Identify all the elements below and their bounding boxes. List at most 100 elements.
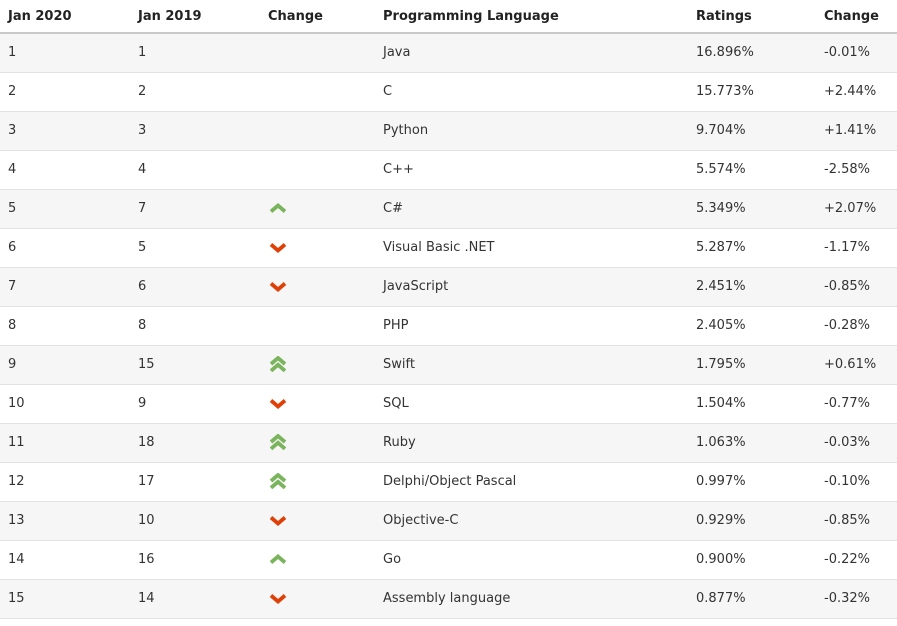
rating-cell: 5.287%	[696, 240, 746, 255]
rank-change-cell	[260, 501, 375, 540]
rank-2020-cell: 3	[8, 123, 17, 138]
rating-change-cell: -1.17%	[824, 240, 870, 255]
language-cell: Java	[383, 45, 411, 61]
rank-2020-cell: 12	[8, 474, 25, 489]
rank-2020-cell: 11	[8, 435, 25, 450]
rating-cell: 0.877%	[696, 591, 746, 606]
rating-change-cell: +2.44%	[824, 84, 877, 99]
table-row: 6 5 Visual Basic .NET 5.287% -1.17%	[0, 228, 897, 267]
rating-cell: 5.349%	[696, 201, 746, 216]
rank-down-icon	[269, 243, 287, 253]
rank-down-icon	[269, 399, 287, 409]
rating-change-cell: +2.07%	[824, 201, 877, 216]
rating-cell: 2.451%	[696, 279, 746, 294]
rating-change-cell: -0.01%	[824, 45, 870, 61]
rating-cell: 1.504%	[696, 396, 746, 411]
language-cell: Ruby	[383, 435, 416, 450]
rating-change-cell: -0.22%	[824, 552, 870, 567]
rank-2019-cell: 4	[138, 162, 147, 177]
rank-2019-cell: 14	[138, 591, 155, 606]
rank-2020-cell: 8	[8, 318, 17, 333]
rank-change-cell	[260, 111, 375, 150]
language-cell: Assembly language	[383, 591, 511, 606]
rank-up-double-icon	[269, 356, 287, 373]
rank-2019-cell: 10	[138, 513, 155, 528]
rank-change-cell	[260, 345, 375, 384]
rating-change-cell: -0.85%	[824, 279, 870, 294]
table-row: 15 14 Assembly language 0.877% -0.32%	[0, 579, 897, 618]
language-cell: Swift	[383, 357, 415, 372]
table-row: 10 9 SQL 1.504% -0.77%	[0, 384, 897, 423]
rating-cell: 1.795%	[696, 357, 746, 372]
rating-change-cell: -0.85%	[824, 513, 870, 528]
rank-change-cell	[260, 150, 375, 189]
rank-down-icon	[269, 282, 287, 292]
rank-change-cell	[260, 306, 375, 345]
rank-2019-cell: 16	[138, 552, 155, 567]
rating-cell: 1.063%	[696, 435, 746, 450]
rank-down-icon	[269, 516, 287, 526]
rating-change-cell: +0.61%	[824, 357, 877, 372]
language-cell: Objective-C	[383, 513, 459, 528]
rating-cell: 5.574%	[696, 162, 746, 177]
column-header-jan-2019: Jan 2019	[130, 0, 260, 34]
rank-2019-cell: 18	[138, 435, 155, 450]
language-cell: Delphi/Object Pascal	[383, 474, 517, 489]
rank-up-icon	[269, 554, 287, 564]
rank-change-cell	[260, 462, 375, 501]
rank-2020-cell: 2	[8, 84, 17, 99]
table-header: Jan 2020 Jan 2019 Change Programming Lan…	[0, 0, 897, 34]
table-row: 9 15 Swift 1.795% +0.61%	[0, 345, 897, 384]
rank-2019-cell: 17	[138, 474, 155, 489]
rating-cell: 0.997%	[696, 474, 746, 489]
language-cell: SQL	[383, 396, 409, 411]
rank-2019-cell: 7	[138, 201, 147, 216]
rating-cell: 0.900%	[696, 552, 746, 567]
rating-cell: 2.405%	[696, 318, 746, 333]
column-header-ratings: Ratings	[688, 0, 816, 34]
rank-change-cell	[260, 423, 375, 462]
column-header-jan-2020: Jan 2020	[0, 0, 130, 34]
rank-2019-cell: 15	[138, 357, 155, 372]
table-row: 1 1 Java 16.896% -0.01%	[0, 33, 897, 72]
table-row: 8 8 PHP 2.405% -0.28%	[0, 306, 897, 345]
rank-2020-cell: 10	[8, 396, 25, 411]
rank-2020-cell: 9	[8, 357, 17, 372]
rank-2019-cell: 6	[138, 279, 147, 294]
table-row: 4 4 C++ 5.574% -2.58%	[0, 150, 897, 189]
rank-up-double-icon	[269, 473, 287, 490]
table-row: 3 3 Python 9.704% +1.41%	[0, 111, 897, 150]
language-cell: JavaScript	[383, 279, 449, 294]
rank-2019-cell: 2	[138, 84, 147, 99]
rank-down-icon	[269, 594, 287, 604]
language-cell: Go	[383, 552, 402, 567]
rank-2020-cell: 4	[8, 162, 17, 177]
table-row: 13 10 Objective-C 0.929% -0.85%	[0, 501, 897, 540]
rank-change-cell	[260, 189, 375, 228]
rank-up-icon	[269, 203, 287, 213]
rating-cell: 0.929%	[696, 513, 746, 528]
rating-change-cell: -2.58%	[824, 162, 870, 177]
rank-2019-cell: 5	[138, 240, 147, 255]
table-row: 14 16 Go 0.900% -0.22%	[0, 540, 897, 579]
rank-2019-cell: 8	[138, 318, 147, 333]
rating-cell: 9.704%	[696, 123, 746, 138]
column-header-ratings-change: Change	[816, 0, 897, 34]
column-header-position-change: Change	[260, 0, 375, 34]
rank-2020-cell: 15	[8, 591, 25, 606]
rank-2020-cell: 5	[8, 201, 17, 216]
rank-2019-cell: 9	[138, 396, 147, 411]
table-row: 2 2 C 15.773% +2.44%	[0, 72, 897, 111]
rank-2019-cell: 3	[138, 123, 147, 138]
rating-cell: 15.773%	[696, 84, 754, 99]
table-row: 11 18 Ruby 1.063% -0.03%	[0, 423, 897, 462]
table-row: 5 7 C# 5.349% +2.07%	[0, 189, 897, 228]
rank-change-cell	[260, 579, 375, 618]
header-row: Jan 2020 Jan 2019 Change Programming Lan…	[0, 0, 897, 34]
language-cell: PHP	[383, 318, 409, 333]
rank-change-cell	[260, 384, 375, 423]
language-cell: C++	[383, 162, 414, 177]
rank-2019-cell: 1	[138, 45, 147, 61]
table-body: 1 1 Java 16.896% -0.01% 2 2 C 15.773% +2…	[0, 33, 897, 618]
